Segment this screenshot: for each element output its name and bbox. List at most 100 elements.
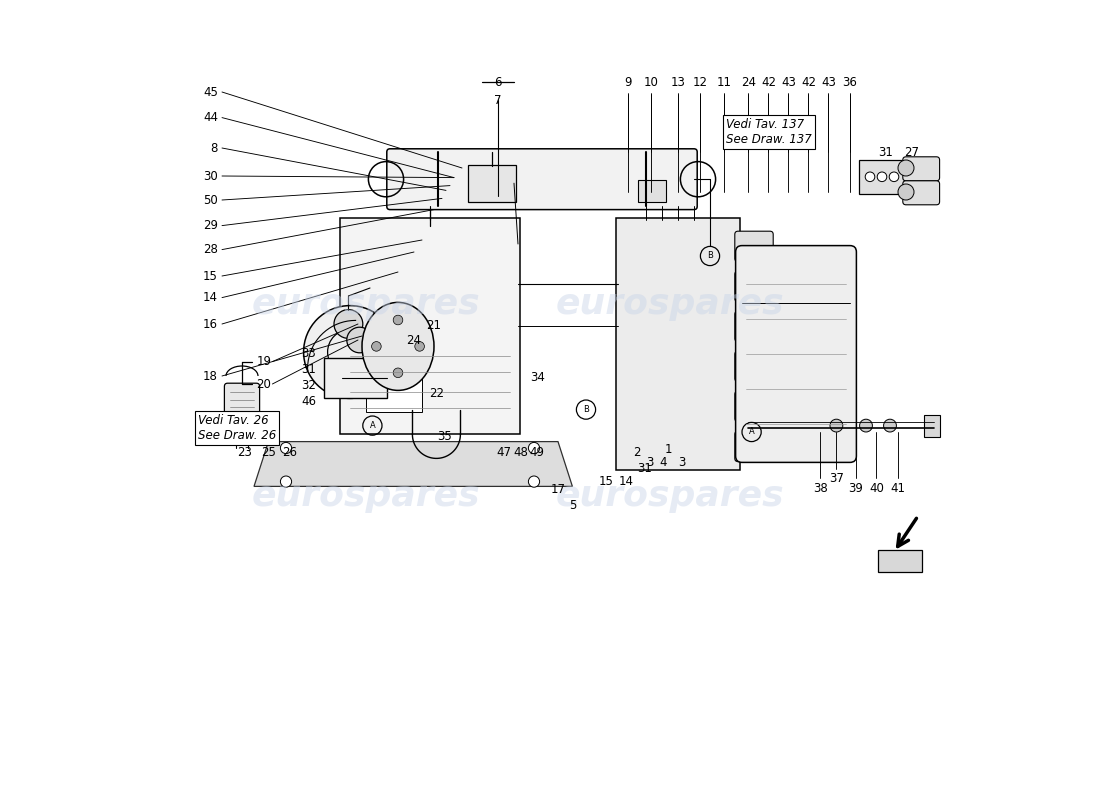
Text: 13: 13 (671, 76, 685, 89)
Circle shape (528, 476, 540, 487)
Text: 21: 21 (427, 319, 441, 332)
Circle shape (280, 442, 292, 454)
FancyBboxPatch shape (340, 218, 519, 434)
Text: 43: 43 (781, 76, 795, 89)
FancyBboxPatch shape (735, 231, 773, 262)
Text: 16: 16 (204, 318, 218, 330)
Circle shape (859, 419, 872, 432)
Text: 44: 44 (204, 111, 218, 124)
Circle shape (528, 442, 540, 454)
Ellipse shape (362, 302, 435, 390)
Text: 7: 7 (494, 94, 502, 106)
Circle shape (830, 419, 843, 432)
FancyBboxPatch shape (469, 165, 516, 202)
Circle shape (877, 172, 887, 182)
Text: 3: 3 (647, 456, 653, 469)
Text: 19: 19 (256, 355, 272, 368)
Text: 22: 22 (429, 387, 444, 400)
Text: 15: 15 (598, 475, 614, 488)
FancyBboxPatch shape (859, 160, 910, 194)
Text: eurospares: eurospares (556, 479, 784, 513)
Text: 30: 30 (204, 170, 218, 182)
Circle shape (280, 476, 292, 487)
Text: 9: 9 (625, 76, 632, 89)
Circle shape (372, 342, 382, 351)
Text: A: A (370, 421, 375, 430)
Circle shape (889, 172, 899, 182)
Text: 25: 25 (261, 446, 276, 458)
Text: 3: 3 (679, 456, 685, 469)
FancyBboxPatch shape (735, 391, 773, 422)
Text: 23: 23 (236, 446, 252, 458)
Text: 35: 35 (437, 430, 452, 442)
FancyBboxPatch shape (735, 271, 773, 302)
Circle shape (898, 184, 914, 200)
Text: 37: 37 (829, 472, 844, 485)
FancyBboxPatch shape (387, 149, 697, 210)
Text: 33: 33 (301, 347, 316, 360)
Text: A: A (749, 427, 755, 437)
Text: 20: 20 (256, 378, 272, 390)
Circle shape (883, 419, 896, 432)
Text: 14: 14 (204, 291, 218, 304)
Text: 26: 26 (283, 446, 297, 458)
Text: 17: 17 (550, 483, 565, 496)
Text: eurospares: eurospares (252, 287, 481, 321)
Text: 34: 34 (530, 371, 546, 384)
Text: 48: 48 (513, 446, 528, 458)
FancyBboxPatch shape (224, 383, 260, 434)
Text: 8: 8 (210, 142, 218, 154)
Text: 11: 11 (717, 76, 732, 89)
Text: 27: 27 (904, 146, 920, 158)
Polygon shape (254, 442, 572, 486)
Circle shape (898, 160, 914, 176)
Circle shape (393, 368, 403, 378)
Text: 36: 36 (843, 76, 857, 89)
Text: 15: 15 (204, 270, 218, 282)
Text: 40: 40 (869, 482, 883, 494)
Text: 6: 6 (494, 76, 502, 89)
FancyBboxPatch shape (903, 157, 939, 181)
Text: 5: 5 (569, 499, 576, 512)
Text: 18: 18 (204, 370, 218, 382)
FancyBboxPatch shape (903, 181, 939, 205)
FancyBboxPatch shape (924, 415, 939, 437)
Text: 49: 49 (529, 446, 543, 458)
Text: 38: 38 (813, 482, 828, 494)
Text: 31: 31 (301, 363, 316, 376)
Circle shape (304, 306, 396, 398)
Text: 24: 24 (741, 76, 756, 89)
Text: B: B (707, 251, 713, 261)
Text: 10: 10 (644, 76, 658, 89)
Bar (878, 550, 922, 572)
Text: 42: 42 (801, 76, 816, 89)
Text: 1: 1 (664, 443, 672, 456)
Text: Vedi Tav. 137
See Draw. 137: Vedi Tav. 137 See Draw. 137 (726, 118, 812, 146)
Text: 31: 31 (637, 462, 652, 474)
Text: 29: 29 (204, 219, 218, 232)
Text: 47: 47 (496, 446, 512, 458)
Text: Vedi Tav. 26
See Draw. 26: Vedi Tav. 26 See Draw. 26 (198, 414, 276, 442)
Text: 4: 4 (660, 456, 668, 469)
Circle shape (393, 315, 403, 325)
Text: 2: 2 (632, 446, 640, 458)
Text: eurospares: eurospares (556, 287, 784, 321)
Text: 31: 31 (879, 146, 893, 158)
Circle shape (346, 327, 373, 353)
Text: 24: 24 (407, 334, 421, 346)
FancyBboxPatch shape (735, 431, 773, 462)
Circle shape (866, 172, 874, 182)
Bar (324, 358, 387, 398)
Text: B: B (583, 405, 588, 414)
Text: 14: 14 (618, 475, 634, 488)
Text: 32: 32 (301, 379, 316, 392)
Text: 12: 12 (693, 76, 708, 89)
FancyBboxPatch shape (735, 311, 773, 342)
Text: eurospares: eurospares (252, 479, 481, 513)
Text: 42: 42 (761, 76, 776, 89)
Text: 46: 46 (301, 395, 316, 408)
Bar (366, 320, 414, 352)
Text: 43: 43 (821, 76, 836, 89)
Text: 41: 41 (891, 482, 905, 494)
FancyBboxPatch shape (616, 218, 739, 470)
